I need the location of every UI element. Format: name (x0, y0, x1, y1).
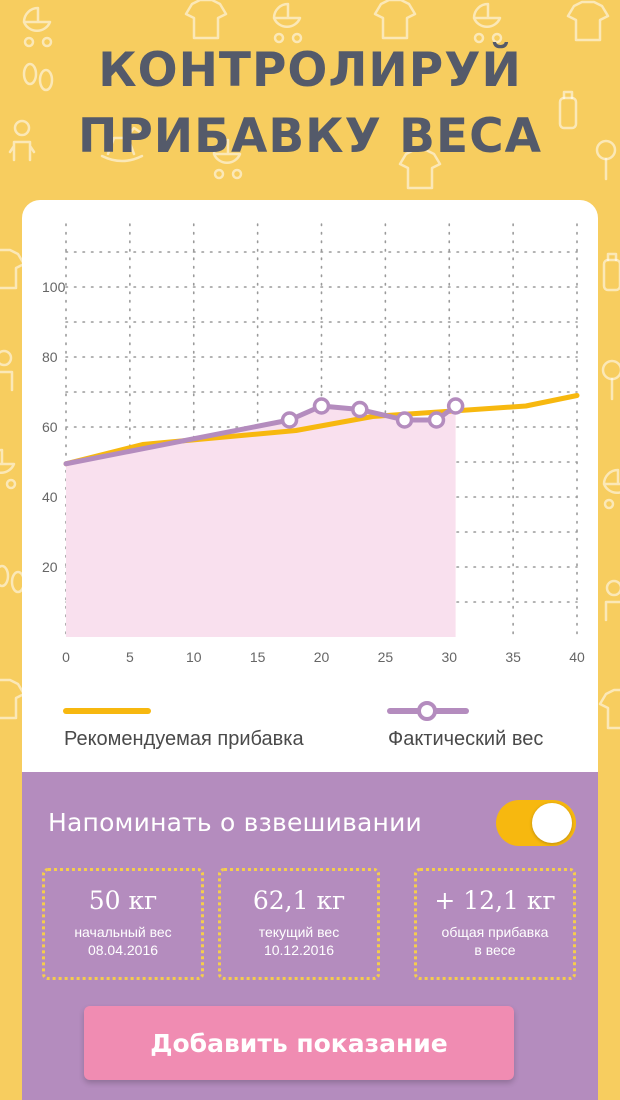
x-tick-label: 5 (126, 649, 134, 665)
baby-icon (604, 579, 620, 622)
stat-caption: начальный вес (74, 924, 172, 940)
y-tick-label: 20 (42, 559, 58, 575)
actual-weight-point (427, 411, 446, 429)
x-tick-label: 30 (441, 649, 457, 665)
onesie-icon (373, 0, 417, 40)
onesie-icon (598, 688, 620, 730)
stat-value: 62,1 кг (252, 886, 346, 915)
stroller-icon (472, 2, 503, 44)
toggle-knob[interactable] (532, 803, 572, 843)
add-reading-button[interactable]: Добавить показание (84, 1006, 514, 1080)
x-tick-label: 40 (569, 649, 585, 665)
stat-start-weight: 50 кг начальный вес 08.04.2016 (42, 868, 204, 980)
y-tick-label: 60 (42, 419, 58, 435)
headline-line-2: ПРИБАВКУ ВЕСА (78, 109, 542, 164)
y-tick-label: 100 (42, 279, 66, 295)
stroller-icon (0, 448, 17, 490)
actual-weight-point (280, 411, 299, 429)
stat-caption: общая прибавка (441, 924, 549, 940)
legend-actual-marker (417, 701, 437, 721)
x-tick-label: 0 (62, 649, 70, 665)
headline-line-1: КОНТРОЛИРУЙ (98, 43, 522, 98)
stat-date: 10.12.2016 (263, 942, 335, 958)
stat-caption-line2: в весе (474, 942, 516, 958)
stat-value: + 12,1 кг (434, 886, 556, 915)
onesie-icon (0, 678, 26, 720)
stroller-icon (272, 2, 303, 44)
actual-weight-point (446, 397, 465, 415)
recommended-gain-line (63, 393, 580, 467)
x-tick-label: 35 (505, 649, 521, 665)
weight-chart: 20 40 60 80 100 0 5 10 15 20 25 30 35 40 Рекомендуема… (22, 200, 598, 772)
summary-panel: Напоминать о взвешивании 50 кг начальный… (22, 772, 598, 1100)
onesie-icon (0, 248, 26, 290)
baby-icon (0, 349, 14, 392)
y-tick-label: 40 (42, 489, 58, 505)
rattle-icon (601, 359, 620, 401)
weight-chart-svg: 20 40 60 80 100 0 5 10 15 20 25 30 35 40 (42, 223, 585, 721)
footprints-icon (0, 564, 26, 594)
reminder-label: Напоминать о взвешивании (48, 808, 422, 837)
actual-weight-point (351, 400, 369, 419)
onesie-icon (566, 0, 610, 42)
stat-total-gain: + 12,1 кг общая прибавка в весе (414, 868, 576, 980)
x-tick-label: 20 (314, 649, 330, 665)
x-tick-label: 15 (250, 649, 266, 665)
x-tick-label: 10 (186, 649, 202, 665)
actual-weight-point (312, 397, 331, 415)
stat-current-weight: 62,1 кг текущий вес 10.12.2016 (218, 868, 380, 980)
x-tick-label: 25 (378, 649, 394, 665)
bottle-icon (602, 252, 620, 292)
stat-caption: текущий вес (258, 924, 340, 940)
legend-recommended-label: Рекомендуемая прибавка (64, 728, 304, 750)
stroller-icon (602, 468, 620, 510)
legend-actual-label: Фактический вес (388, 728, 544, 750)
actual-weight-point (395, 411, 414, 429)
y-tick-label: 80 (42, 349, 58, 365)
stat-date: 08.04.2016 (87, 942, 159, 958)
actual-weight-area (66, 406, 456, 637)
onesie-icon (184, 0, 228, 40)
reminder-toggle[interactable] (496, 800, 576, 846)
stat-value: 50 кг (88, 886, 158, 915)
headline: КОНТРОЛИРУЙ ПРИБАВКУ ВЕСА (0, 38, 620, 170)
weight-card: 20 40 60 80 100 0 5 10 15 20 25 30 35 40 Рекомендуема… (22, 200, 598, 1100)
